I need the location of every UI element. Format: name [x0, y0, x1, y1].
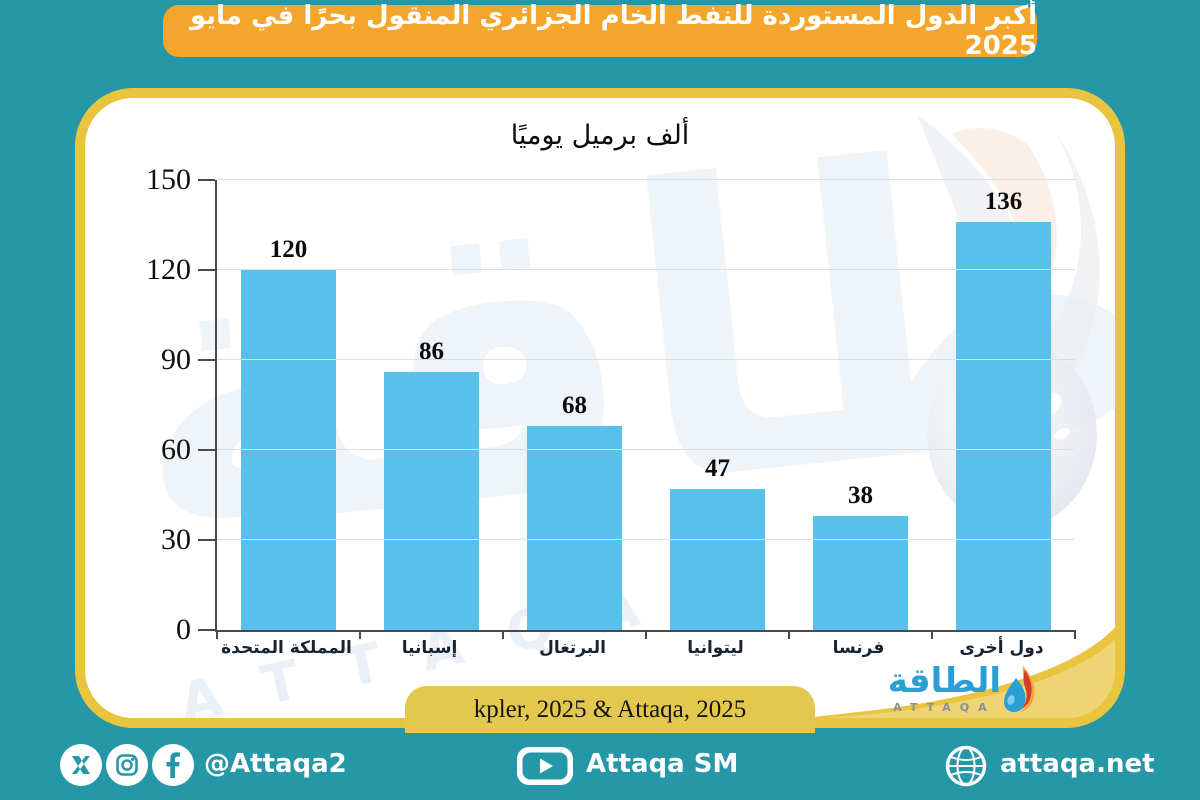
- bar-4: [813, 516, 908, 630]
- footer-handle[interactable]: @Attaqa2: [204, 749, 347, 779]
- globe-icon[interactable]: [944, 744, 988, 788]
- category-label: ليتوانيا: [687, 638, 744, 658]
- y-axis-tick-mark: [198, 449, 215, 451]
- footer-website[interactable]: attaqa.net: [1000, 749, 1155, 779]
- x-axis-tick-mark: [1074, 630, 1076, 639]
- footer-youtube-label[interactable]: Attaqa SM: [586, 749, 739, 779]
- bar-cell: 68: [503, 180, 646, 630]
- y-axis-tick-label: 30: [161, 523, 191, 556]
- source-text: kpler, 2025 & Attaqa, 2025: [473, 695, 747, 723]
- title-banner: أكبر الدول المستوردة للنفط الخام الجزائر…: [163, 1, 1037, 61]
- x-axis-tick-mark: [645, 630, 647, 639]
- attaqa-logo: الطاقة ATTAQA: [887, 661, 1037, 714]
- x-axis-tick-mark: [787, 630, 790, 639]
- bar-value-label: 68: [562, 392, 587, 419]
- bar-cell: 120: [217, 180, 360, 630]
- gridline: [217, 359, 1075, 360]
- bar-cell: 86: [360, 180, 503, 630]
- bar-cell: 38: [789, 180, 932, 630]
- bar-value-label: 38: [848, 482, 873, 509]
- category-label: المملكة المتحدة: [221, 638, 352, 658]
- y-axis-tick-label: 120: [146, 253, 191, 286]
- category-labels-row: المملكة المتحدة إسبانيا البرتغال ليتوانيا فر…: [215, 638, 1073, 658]
- youtube-icon[interactable]: [516, 746, 574, 786]
- bar-value-label: 120: [269, 236, 308, 263]
- x-axis-tick-mark: [358, 630, 361, 639]
- gridline: [217, 539, 1075, 540]
- x-twitter-icon[interactable]: [60, 744, 102, 786]
- plot-area: 120 86 68 47 38 136 0 30 60 90 120 150: [146, 165, 1076, 645]
- bar-cell: 47: [646, 180, 789, 630]
- bar-3: [670, 489, 765, 630]
- y-axis-tick-label: 150: [146, 163, 191, 196]
- bar-5: [956, 222, 1051, 630]
- category-label: البرتغال: [539, 638, 606, 658]
- footer-bar: @Attaqa2 Attaqa SM attaqa.net: [0, 735, 1200, 800]
- y-axis-tick-label: 90: [161, 343, 191, 376]
- bar-value-label: 47: [705, 455, 730, 482]
- attaqa-logo-arabic: الطاقة: [887, 661, 1001, 701]
- category-label: إسبانيا: [401, 638, 458, 658]
- y-axis-tick-mark: [198, 269, 215, 271]
- bar-cell: 136: [932, 180, 1075, 630]
- y-axis-tick-mark: [198, 359, 215, 361]
- gridline: [217, 449, 1075, 450]
- bar-2: [527, 426, 622, 630]
- gridline: [217, 179, 1075, 180]
- bar-1: [384, 372, 479, 630]
- bar-value-label: 136: [984, 188, 1023, 215]
- category-label: فرنسا: [832, 638, 885, 658]
- source-badge: kpler, 2025 & Attaqa, 2025: [405, 686, 815, 733]
- banner-title: أكبر الدول المستوردة للنفط الخام الجزائر…: [189, 1, 1037, 61]
- chart-card: الطاقة ATTAQA ألف برميل يوميًا 120 86 68 47…: [75, 88, 1125, 728]
- bars-row: 120 86 68 47 38 136: [217, 180, 1075, 630]
- facebook-icon[interactable]: [152, 744, 194, 786]
- attaqa-logo-text: الطاقة ATTAQA: [887, 661, 1001, 714]
- category-label: دول أخرى: [959, 638, 1044, 658]
- attaqa-droplet-icon: [1004, 666, 1035, 712]
- x-axis-tick-mark: [501, 630, 504, 639]
- y-axis-tick-label: 60: [161, 433, 191, 466]
- gridline: [217, 269, 1075, 270]
- y-axis-tick-mark: [198, 539, 215, 541]
- y-axis-tick-mark: [198, 629, 215, 631]
- chart-title: ألف برميل يوميًا: [510, 120, 690, 151]
- instagram-icon[interactable]: [106, 744, 148, 786]
- bar-value-label: 86: [419, 338, 444, 365]
- y-axis-tick-mark: [198, 179, 215, 181]
- bar-0: [241, 270, 336, 630]
- x-axis-tick-mark: [216, 630, 218, 639]
- y-axis-tick-label: 0: [176, 613, 191, 646]
- attaqa-logo-latin: ATTAQA: [893, 700, 996, 714]
